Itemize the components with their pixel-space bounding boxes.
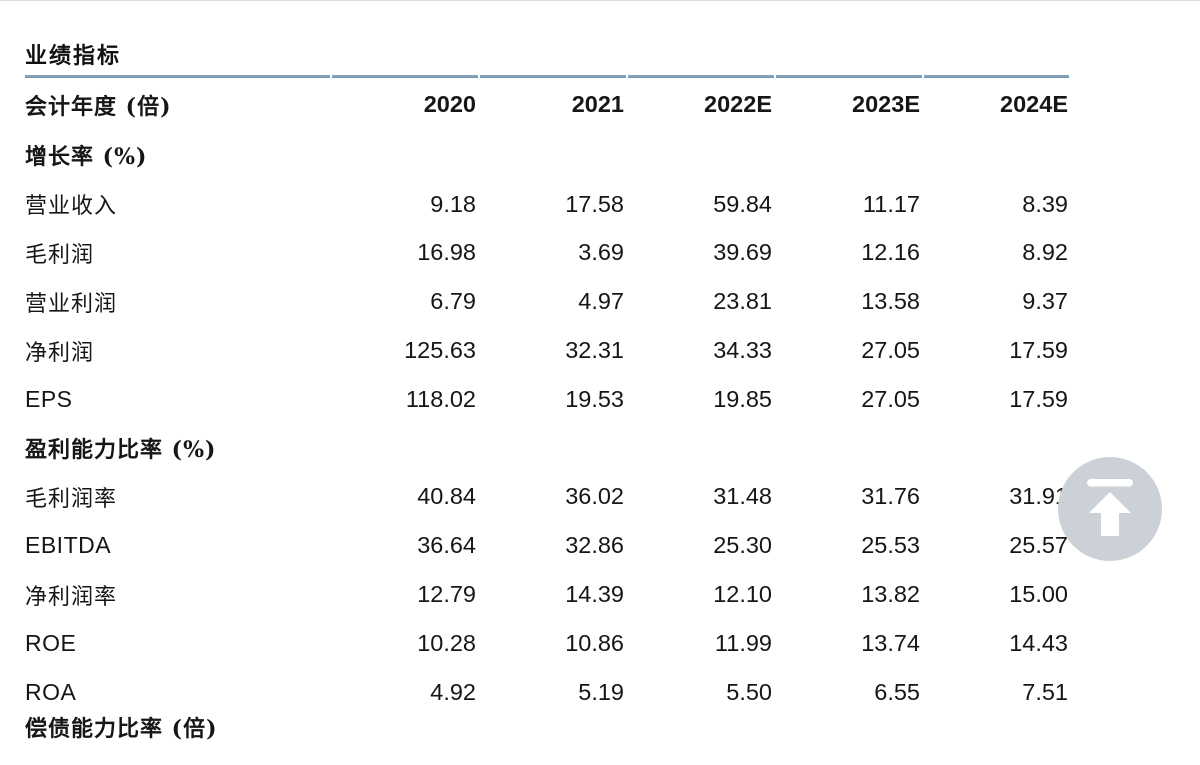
header-year-2020: 2020 — [423, 91, 476, 117]
table-row: 净利润 125.63 32.31 34.33 27.05 17.59 — [25, 326, 1071, 375]
table-row: 毛利润 16.98 3.69 39.69 12.16 8.92 — [25, 229, 1071, 278]
cell-value: 39.69 — [713, 239, 772, 266]
table-section-row: 盈利能力比率 (%) — [25, 424, 1071, 473]
cell-value: 31.91 — [1009, 483, 1068, 510]
cell-value: 27.05 — [861, 385, 920, 412]
cell-value: 36.02 — [565, 483, 624, 510]
border-segment — [924, 75, 1069, 78]
cell-value: 11.99 — [714, 629, 772, 656]
cell-value: 25.30 — [713, 532, 772, 559]
scroll-to-top-icon — [1087, 479, 1133, 536]
cell-value: 13.58 — [861, 288, 920, 315]
cell-value: 12.10 — [713, 581, 772, 608]
header-year-2021: 2021 — [571, 91, 624, 117]
cell-value: 6.55 — [874, 678, 920, 705]
cell-value: 59.84 — [713, 190, 772, 217]
table-row: ROA 4.92 5.19 5.50 6.55 7.51 — [25, 668, 1071, 717]
cell-value: 12.16 — [861, 239, 920, 266]
table-row: ROE 10.28 10.86 11.99 13.74 14.43 — [25, 619, 1071, 668]
table-row: 营业利润 6.79 4.97 23.81 13.58 9.37 — [25, 277, 1071, 326]
cell-value: 31.76 — [861, 483, 920, 510]
row-label: 增长率 (%) — [25, 144, 148, 171]
cell-value: 118.02 — [405, 385, 476, 412]
report-page: 业绩指标 会计年度 (倍) 2020 2021 2022E 2023E 2024… — [0, 43, 1096, 765]
cell-value: 14.43 — [1009, 629, 1068, 656]
cell-value: 6.79 — [430, 288, 476, 315]
cell-value: 13.82 — [861, 581, 920, 608]
border-segment — [332, 75, 478, 78]
cell-value: 125.63 — [404, 337, 476, 364]
table-row: 营业收入 9.18 17.58 59.84 11.17 8.39 — [25, 180, 1071, 229]
header-year-2024e: 2024E — [1000, 91, 1068, 117]
table-top-border — [25, 75, 1096, 78]
cell-value: 9.18 — [430, 190, 476, 217]
financial-metrics-table: 会计年度 (倍) 2020 2021 2022E 2023E 2024E 增长率… — [25, 78, 1071, 765]
cell-value: 19.53 — [565, 385, 624, 412]
row-label: 盈利能力比率 (%) — [25, 437, 217, 464]
row-label: 营业收入 — [25, 194, 118, 220]
cell-value: 40.84 — [417, 483, 476, 510]
table-row: EBITDA 36.64 32.86 25.30 25.53 25.57 — [25, 521, 1071, 570]
cell-value: 13.74 — [861, 629, 920, 656]
cell-value: 10.28 — [417, 629, 476, 656]
row-label: ROA — [25, 678, 77, 705]
border-segment — [776, 75, 922, 78]
cell-value: 17.58 — [565, 190, 624, 217]
cell-value: 19.85 — [713, 385, 772, 412]
header-year-2023e: 2023E — [852, 91, 920, 117]
border-segment — [25, 75, 330, 78]
cell-value: 32.31 — [565, 337, 624, 364]
cell-value: 7.51 — [1022, 678, 1068, 705]
cell-value: 9.37 — [1022, 288, 1068, 315]
border-segment — [480, 75, 626, 78]
back-to-top-button[interactable] — [1058, 457, 1162, 561]
cell-value: 5.50 — [726, 678, 772, 705]
table-row: 净利润率 12.79 14.39 12.10 13.82 15.00 — [25, 570, 1071, 619]
cell-value: 8.39 — [1022, 190, 1068, 217]
cell-value: 8.92 — [1022, 239, 1068, 266]
cell-value: 17.59 — [1009, 385, 1068, 412]
row-label: 毛利润率 — [25, 486, 118, 512]
cell-value: 25.53 — [861, 532, 920, 559]
cell-value: 17.59 — [1009, 337, 1068, 364]
cell-value: 3.69 — [578, 239, 624, 266]
cell-value: 15.00 — [1009, 581, 1068, 608]
table-row: 毛利润率 40.84 36.02 31.48 31.76 31.91 — [25, 473, 1071, 522]
cell-value: 4.92 — [430, 678, 476, 705]
cell-value: 27.05 — [861, 337, 920, 364]
cell-value: 32.86 — [565, 532, 624, 559]
cell-value: 12.79 — [417, 581, 476, 608]
header-label: 会计年度 (倍) — [25, 93, 172, 120]
section-title: 业绩指标 — [25, 43, 122, 69]
cell-value: 14.39 — [565, 581, 624, 608]
border-segment — [628, 75, 774, 78]
row-label: 净利润率 — [25, 584, 118, 610]
cell-value: 16.98 — [417, 239, 476, 266]
cell-value: 23.81 — [713, 288, 772, 315]
table-header-row: 会计年度 (倍) 2020 2021 2022E 2023E 2024E — [25, 78, 1071, 131]
row-label: 净利润 — [25, 340, 95, 366]
row-label: 营业利润 — [25, 291, 118, 317]
table-row: EPS 118.02 19.53 19.85 27.05 17.59 — [25, 375, 1071, 424]
row-label: ROE — [25, 629, 77, 656]
row-label: EPS — [25, 385, 73, 412]
table-section-row: 增长率 (%) — [25, 131, 1071, 180]
cell-value: 5.19 — [578, 678, 624, 705]
cell-value: 4.97 — [578, 288, 624, 315]
row-label: 毛利润 — [25, 242, 95, 268]
header-year-2022e: 2022E — [704, 91, 772, 117]
cell-value: 10.86 — [565, 629, 624, 656]
cell-value: 31.48 — [713, 483, 772, 510]
table-body: 增长率 (%) 营业收入 9.18 17.58 59.84 11.17 8.39 毛利润 16.… — [25, 131, 1071, 765]
cell-value: 36.64 — [417, 532, 476, 559]
cell-value: 34.33 — [713, 337, 772, 364]
cell-value: 25.57 — [1009, 532, 1068, 559]
row-label: EBITDA — [25, 532, 112, 559]
cell-value: 11.17 — [862, 190, 920, 217]
